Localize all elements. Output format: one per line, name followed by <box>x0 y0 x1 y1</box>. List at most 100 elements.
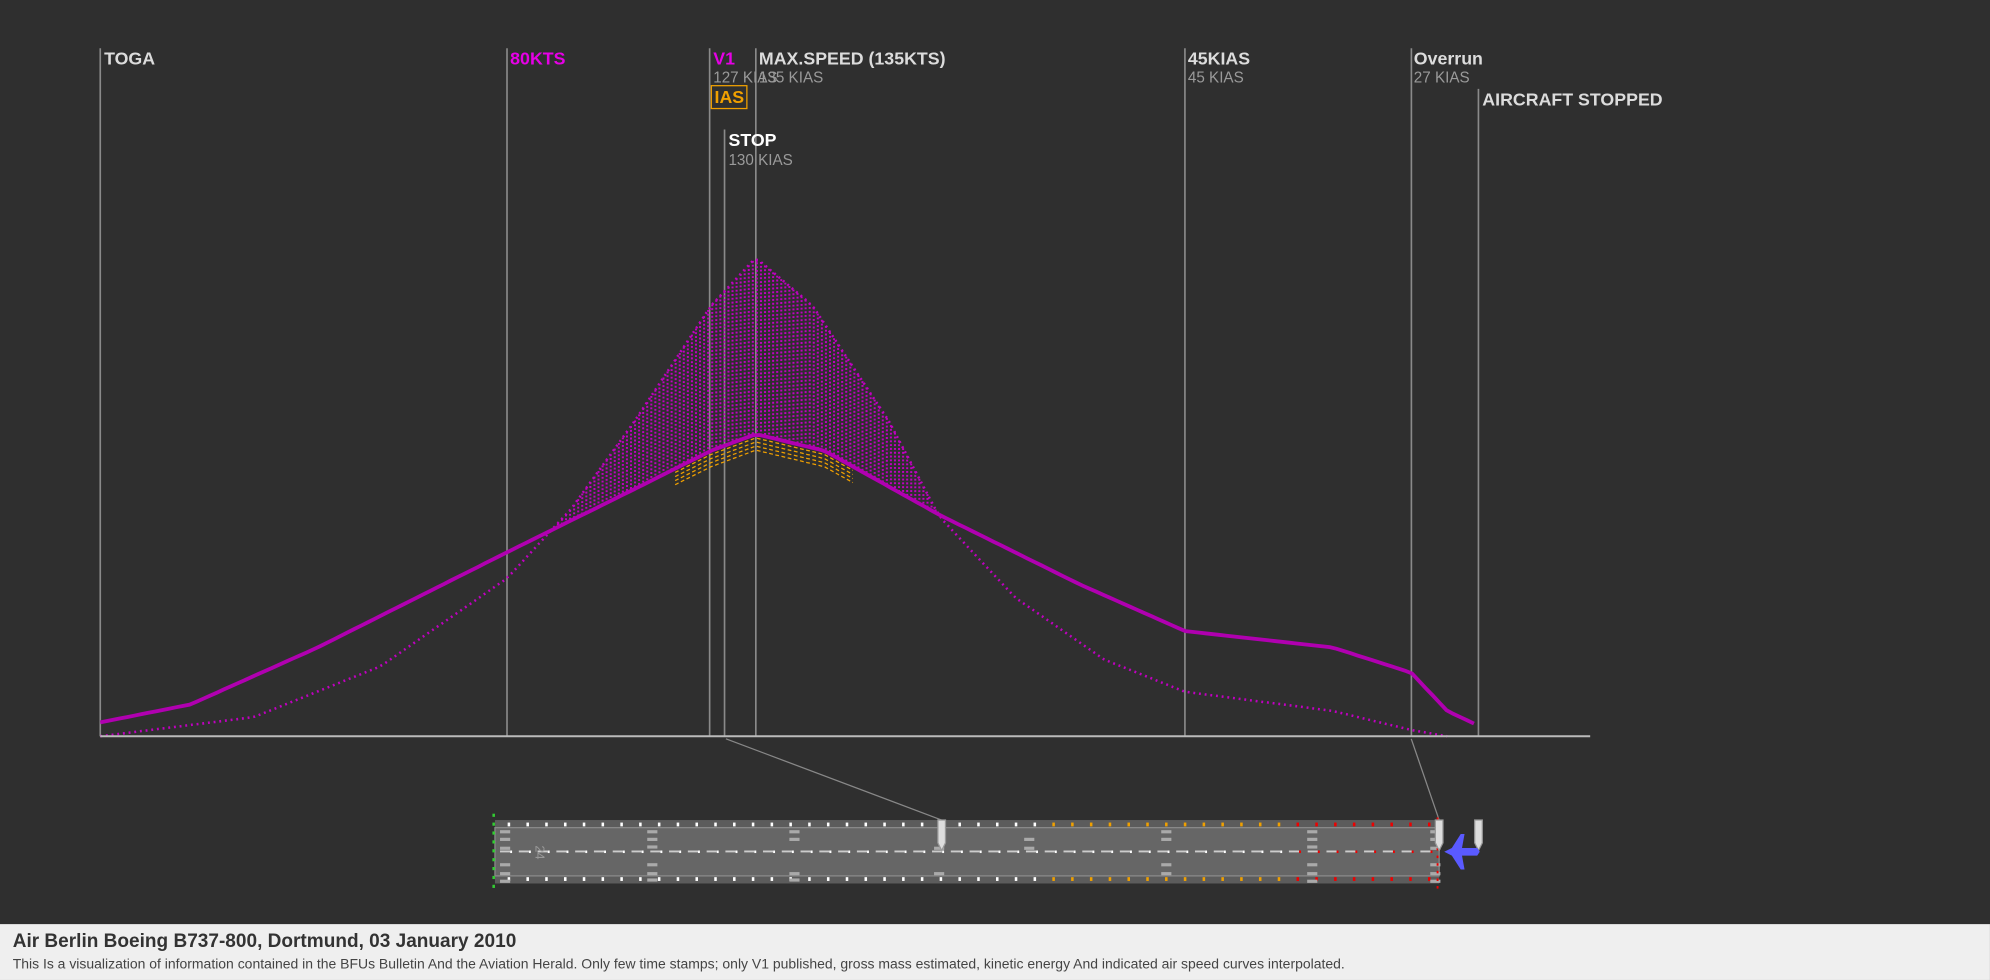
edge-light <box>676 822 680 827</box>
edge-light <box>826 877 830 881</box>
centerline-mark <box>669 850 680 853</box>
edge-light <box>1014 822 1018 827</box>
centerline-mark <box>744 850 755 853</box>
centerline-mark <box>518 850 529 853</box>
edge-light <box>1202 822 1206 827</box>
ias-uncertainty-band <box>674 437 854 474</box>
threshold-light <box>492 849 495 853</box>
centerline-mark <box>1119 850 1131 853</box>
centerline-mark <box>1326 850 1337 853</box>
edge-light <box>902 877 905 881</box>
centerline-mark <box>593 850 605 853</box>
edge-light <box>676 877 680 881</box>
centerline-light <box>979 850 982 854</box>
edge-light <box>1334 822 1337 827</box>
centerline-light <box>1261 850 1264 854</box>
edge-light <box>995 822 999 827</box>
centerline-light <box>547 850 550 854</box>
edge-light <box>1240 822 1243 827</box>
event-label-stop: STOP <box>728 129 777 150</box>
centerline-light <box>1374 850 1377 854</box>
runway-diagram: 24 <box>492 813 1483 889</box>
edge-light <box>1277 822 1281 827</box>
centerline-mark <box>631 850 642 853</box>
edge-light <box>1165 877 1168 881</box>
edge-light <box>507 822 511 827</box>
centerline-mark <box>537 850 548 853</box>
indicated-airspeed-curve <box>99 433 1475 726</box>
runway-marking <box>1307 863 1318 867</box>
edge-light <box>883 877 886 881</box>
edge-light <box>977 822 980 827</box>
ias-uncertainty-band <box>674 445 854 482</box>
edge-light <box>1071 877 1074 881</box>
centerline-light <box>604 850 606 854</box>
edge-light <box>1127 877 1131 881</box>
centerline-light <box>1336 850 1339 854</box>
centerline-light <box>1054 850 1057 854</box>
edge-light <box>1146 822 1149 827</box>
runway-number: 24 <box>533 845 547 859</box>
centerline-light <box>1017 850 1020 854</box>
edge-light <box>563 877 567 881</box>
edge-light <box>714 822 717 827</box>
edge-light <box>1258 877 1262 881</box>
edge-light <box>1221 877 1224 881</box>
edge-light <box>958 877 961 881</box>
centerline-light <box>885 850 888 854</box>
edge-light <box>657 877 661 881</box>
centerline-mark <box>838 850 849 853</box>
event-sub-stop: 130 KIAS <box>728 151 793 169</box>
centerline-light <box>1186 850 1189 854</box>
centerline-mark <box>725 850 736 853</box>
runway-marking <box>789 878 800 882</box>
centerline-light <box>867 850 869 854</box>
edge-light <box>1390 822 1393 827</box>
runway-marking <box>647 837 658 841</box>
centerline-light <box>1392 850 1395 854</box>
connector-stop <box>725 738 942 821</box>
edge-light <box>1071 822 1074 827</box>
edge-light <box>1183 822 1187 827</box>
edge-light <box>789 822 792 827</box>
edge-light <box>808 822 811 827</box>
centerline-light <box>679 850 682 854</box>
centerline-light <box>810 850 813 854</box>
edge-light <box>1221 822 1224 827</box>
edge-light <box>582 822 586 827</box>
event-label-aircraft-stopped: AIRCRAFT STOPPED <box>1482 88 1663 110</box>
centerline-mark <box>687 850 699 853</box>
edge-light <box>826 822 830 827</box>
edge-light <box>770 877 774 881</box>
ias-badge: IAS <box>710 85 748 110</box>
centerline-mark <box>500 850 511 853</box>
centerline-mark <box>1138 850 1149 853</box>
end-light <box>1436 855 1439 859</box>
runway-marking <box>1024 837 1035 841</box>
runway-marking <box>500 846 511 850</box>
centerline-mark <box>950 850 961 853</box>
edge-light <box>1089 822 1093 827</box>
centerline-mark <box>1176 850 1187 853</box>
edge-light <box>1390 877 1393 881</box>
centerline-mark <box>1157 850 1168 853</box>
edge-light <box>582 877 586 881</box>
edge-light <box>1033 877 1037 881</box>
edge-light <box>1296 822 1300 827</box>
runway-marking <box>647 830 658 834</box>
caption-subtitle: This Is a visualization of information c… <box>12 957 1345 973</box>
runway-marking <box>934 846 945 850</box>
edge-light <box>507 877 511 881</box>
runway-marking <box>934 872 945 876</box>
runway-marking <box>647 863 658 867</box>
centerline-mark <box>913 850 924 853</box>
runway-marking <box>500 872 511 876</box>
edge-light <box>1409 822 1412 827</box>
runway-marking <box>500 863 511 867</box>
event-sub-v1: 127 KIAS <box>713 68 778 87</box>
connector-overrun <box>1410 738 1440 821</box>
centerline-light <box>735 850 738 854</box>
event-label-45kias: 45KIAS <box>1187 48 1251 69</box>
centerline-light <box>942 850 945 854</box>
edge-light <box>545 877 548 881</box>
